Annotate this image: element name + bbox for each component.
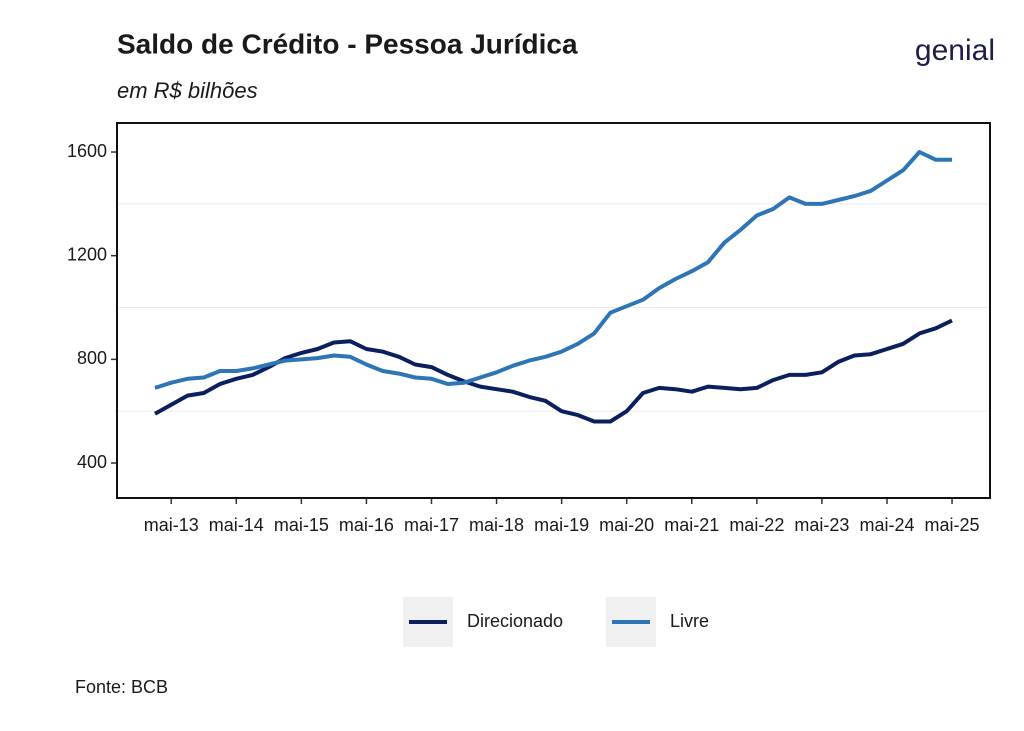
line-series — [154, 318, 953, 424]
x-tick-label: mai-14 — [209, 515, 264, 535]
y-tick-label: 1600 — [67, 141, 107, 161]
logo: genial — [915, 34, 995, 67]
y-tick-label: 400 — [77, 452, 107, 472]
legend-label: Livre — [670, 611, 709, 631]
x-tick-label: mai-18 — [469, 515, 524, 535]
y-tick-label: 1200 — [67, 244, 107, 264]
x-tick-label: mai-21 — [664, 515, 719, 535]
x-tick-label: mai-22 — [729, 515, 784, 535]
x-tick-label: mai-20 — [599, 515, 654, 535]
line-series — [154, 150, 952, 390]
x-tick-label: mai-16 — [339, 515, 394, 535]
x-tick-label: mai-24 — [859, 515, 914, 535]
x-tick-label: mai-15 — [274, 515, 329, 535]
x-tick-label: mai-13 — [144, 515, 199, 535]
x-tick-label: mai-19 — [534, 515, 589, 535]
chart-subtitle: em R$ bilhões — [117, 78, 258, 103]
x-tick-label: mai-25 — [925, 515, 980, 535]
source: Fonte: BCB — [75, 677, 168, 697]
y-tick-label: 800 — [77, 348, 107, 368]
x-tick-label: mai-23 — [794, 515, 849, 535]
x-tick-label: mai-17 — [404, 515, 459, 535]
legend-label: Direcionado — [467, 611, 563, 631]
chart-title: Saldo de Crédito - Pessoa Jurídica — [117, 28, 578, 59]
plot-border — [116, 122, 991, 499]
